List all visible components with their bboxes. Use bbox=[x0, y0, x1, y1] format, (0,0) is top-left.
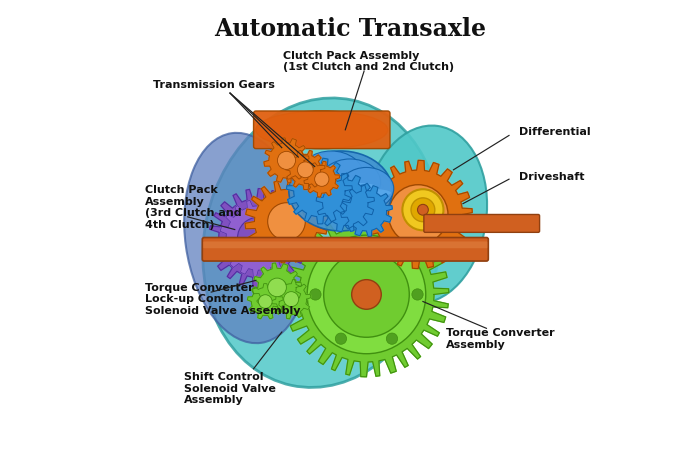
FancyBboxPatch shape bbox=[203, 241, 487, 248]
Ellipse shape bbox=[289, 151, 392, 231]
Circle shape bbox=[307, 235, 426, 354]
Circle shape bbox=[412, 289, 424, 300]
Text: Automatic Transaxle: Automatic Transaxle bbox=[214, 17, 486, 41]
Circle shape bbox=[314, 172, 329, 186]
Ellipse shape bbox=[203, 98, 441, 387]
Circle shape bbox=[277, 151, 295, 169]
Text: Torque Converter
Assembly: Torque Converter Assembly bbox=[446, 328, 555, 350]
Circle shape bbox=[386, 245, 398, 256]
Ellipse shape bbox=[302, 177, 360, 187]
FancyBboxPatch shape bbox=[424, 215, 540, 232]
Text: Clutch Pack
Assembly
(3rd Clutch and
4th Clutch): Clutch Pack Assembly (3rd Clutch and 4th… bbox=[146, 185, 242, 230]
Circle shape bbox=[323, 252, 410, 337]
Circle shape bbox=[267, 203, 305, 240]
Polygon shape bbox=[220, 199, 297, 277]
Polygon shape bbox=[253, 263, 302, 312]
Ellipse shape bbox=[340, 168, 394, 210]
Circle shape bbox=[335, 333, 346, 344]
Circle shape bbox=[268, 278, 286, 297]
Circle shape bbox=[258, 295, 272, 308]
Circle shape bbox=[226, 206, 290, 270]
Text: Torque Converter
Lock-up Control
Solenoid Valve Assembly: Torque Converter Lock-up Control Solenoi… bbox=[146, 283, 301, 316]
Circle shape bbox=[310, 289, 321, 300]
FancyBboxPatch shape bbox=[253, 111, 390, 149]
Text: Shift Control
Solenoid Valve
Assembly: Shift Control Solenoid Valve Assembly bbox=[184, 372, 276, 405]
Circle shape bbox=[411, 198, 435, 222]
Text: Clutch Pack Assembly
(1st Clutch and 2nd Clutch): Clutch Pack Assembly (1st Clutch and 2nd… bbox=[284, 51, 454, 72]
Polygon shape bbox=[304, 161, 340, 197]
Polygon shape bbox=[272, 279, 311, 319]
Circle shape bbox=[298, 162, 313, 178]
Circle shape bbox=[284, 292, 299, 307]
Ellipse shape bbox=[256, 111, 388, 149]
Ellipse shape bbox=[363, 126, 487, 303]
Polygon shape bbox=[286, 150, 325, 189]
Polygon shape bbox=[364, 160, 472, 268]
Polygon shape bbox=[264, 138, 309, 183]
Circle shape bbox=[237, 217, 279, 259]
Polygon shape bbox=[284, 212, 449, 377]
Ellipse shape bbox=[323, 182, 377, 192]
Polygon shape bbox=[286, 158, 352, 224]
Polygon shape bbox=[316, 174, 375, 232]
Polygon shape bbox=[245, 180, 328, 263]
Circle shape bbox=[389, 185, 448, 244]
Text: Transmission Gears: Transmission Gears bbox=[153, 80, 274, 90]
Polygon shape bbox=[341, 185, 392, 237]
Text: Driveshaft: Driveshaft bbox=[519, 172, 585, 182]
Text: Differential: Differential bbox=[519, 127, 591, 137]
Circle shape bbox=[417, 204, 428, 215]
Circle shape bbox=[335, 245, 346, 256]
Circle shape bbox=[351, 279, 382, 309]
FancyBboxPatch shape bbox=[202, 238, 489, 261]
Polygon shape bbox=[248, 284, 283, 319]
Ellipse shape bbox=[342, 188, 391, 197]
Circle shape bbox=[386, 333, 398, 344]
Circle shape bbox=[402, 189, 444, 230]
Ellipse shape bbox=[184, 133, 309, 343]
Ellipse shape bbox=[319, 159, 381, 206]
Polygon shape bbox=[209, 188, 307, 288]
Ellipse shape bbox=[298, 151, 364, 203]
